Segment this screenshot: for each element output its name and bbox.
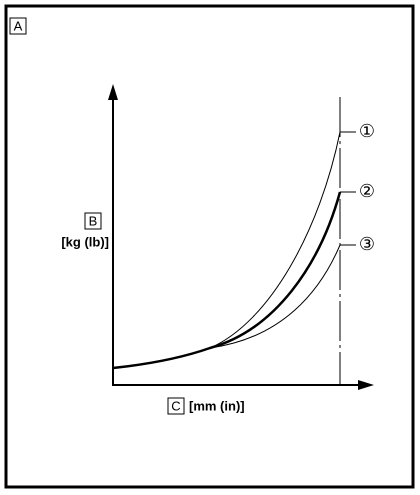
curve-3 [112,244,341,369]
x-letter: C [171,398,180,413]
x-unit: [mm (in)] [189,398,245,413]
y-unit: [kg (lb)] [61,234,109,249]
corner-box [9,17,27,35]
corner-label: A [14,18,23,33]
y-arrow [108,84,118,100]
curve-label: ③ [359,234,375,254]
x-letter-box [167,397,185,415]
curve-label: ② [359,181,375,201]
y-letter: B [89,213,98,228]
curve-1 [112,131,341,369]
frame [4,4,415,489]
x-arrow [358,380,374,390]
y-letter-box [84,212,102,230]
curve-label: ① [359,121,375,141]
curve-2 [112,191,342,370]
